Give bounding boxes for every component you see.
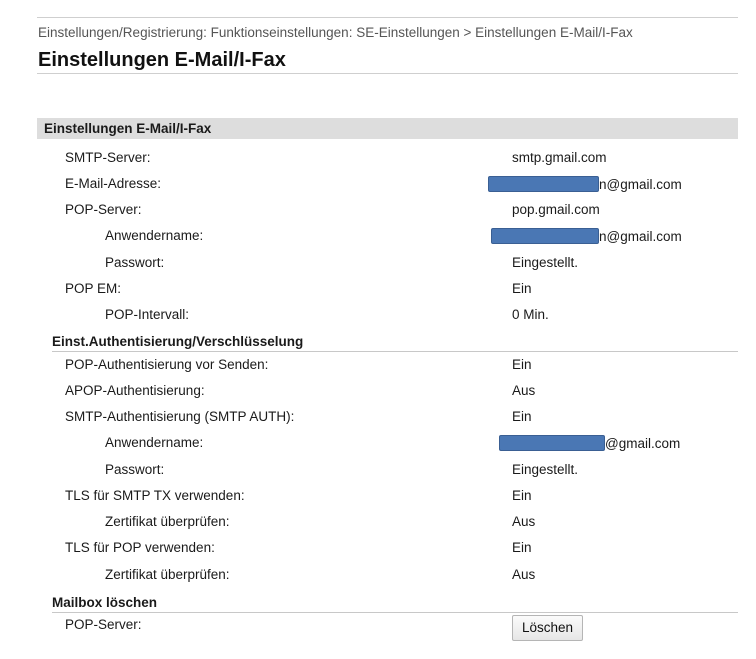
setting-value: Aus (512, 514, 536, 529)
section-header-mailbox-delete: Mailbox löschen (52, 594, 738, 613)
setting-row-smtp-server: SMTP-Server: smtp.gmail.com (0, 150, 756, 176)
redaction-mark (488, 176, 599, 192)
setting-row-pop-username: Anwendername: n@gmail.com (0, 228, 756, 254)
setting-row-tls-smtp: TLS für SMTP TX verwenden: Ein (0, 488, 756, 514)
setting-row-pop-em: POP EM: Ein (0, 281, 756, 307)
setting-label: POP-Authentisierung vor Senden: (65, 357, 269, 372)
setting-row-mailbox-pop-server: POP-Server: (0, 617, 756, 643)
section-header-auth-encryption: Einst.Authentisierung/Verschlüsselung (52, 333, 738, 352)
setting-label: TLS für POP verwenden: (65, 540, 215, 555)
setting-label: POP-Intervall: (105, 307, 190, 322)
setting-value: 0 Min. (512, 307, 549, 322)
redaction-mark (491, 228, 599, 244)
setting-value: Aus (512, 383, 536, 398)
setting-value-redacted: n@gmail.com (491, 228, 682, 244)
redaction-mark (499, 435, 605, 451)
setting-label: POP-Server: (65, 617, 142, 632)
setting-value: pop.gmail.com (512, 202, 600, 217)
setting-value: Ein (512, 540, 532, 555)
setting-value: Ein (512, 409, 532, 424)
setting-label: E-Mail-Adresse: (65, 176, 162, 191)
setting-label: SMTP-Server: (65, 150, 151, 165)
setting-label: POP-Server: (65, 202, 142, 217)
top-divider (37, 17, 738, 18)
breadcrumb: Einstellungen/Registrierung: Funktionsei… (38, 25, 633, 40)
setting-value-redacted: @gmail.com (499, 435, 680, 451)
setting-label: POP EM: (65, 281, 122, 296)
page-title: Einstellungen E-Mail/I-Fax (38, 49, 286, 71)
setting-row-apop: APOP-Authentisierung: Aus (0, 383, 756, 409)
setting-value: Eingestellt. (512, 462, 579, 477)
setting-row-tls-pop-cert: Zertifikat überprüfen: Aus (0, 567, 756, 593)
setting-label: Anwendername: (105, 228, 204, 243)
setting-value: Ein (512, 281, 532, 296)
setting-row-tls-pop: TLS für POP verwenden: Ein (0, 540, 756, 566)
setting-value-redacted: n@gmail.com (488, 176, 682, 192)
setting-value: Eingestellt. (512, 255, 579, 270)
setting-row-smtp-password: Passwort: Eingestellt. (0, 462, 756, 488)
title-divider (37, 73, 738, 74)
setting-row-smtp-username: Anwendername: @gmail.com (0, 435, 756, 461)
setting-label: SMTP-Authentisierung (SMTP AUTH): (65, 409, 295, 424)
setting-label: Passwort: (105, 255, 165, 270)
setting-value: smtp.gmail.com (512, 150, 607, 165)
section-header-email-ifax: Einstellungen E-Mail/I-Fax (37, 118, 738, 139)
setting-row-email-address: E-Mail-Adresse: n@gmail.com (0, 176, 756, 202)
setting-row-smtp-auth: SMTP-Authentisierung (SMTP AUTH): Ein (0, 409, 756, 435)
setting-row-pop-before-send: POP-Authentisierung vor Senden: Ein (0, 357, 756, 383)
setting-label: Zertifikat überprüfen: (105, 514, 230, 529)
setting-value: Ein (512, 488, 532, 503)
setting-label: Anwendername: (105, 435, 204, 450)
email-suffix: n@gmail.com (599, 177, 682, 192)
setting-row-pop-server: POP-Server: pop.gmail.com (0, 202, 756, 228)
setting-label: Zertifikat überprüfen: (105, 567, 230, 582)
setting-row-pop-interval: POP-Intervall: 0 Min. (0, 307, 756, 333)
setting-label: APOP-Authentisierung: (65, 383, 205, 398)
setting-label: TLS für SMTP TX verwenden: (65, 488, 245, 503)
email-suffix: @gmail.com (605, 436, 681, 451)
delete-button[interactable]: Löschen (512, 615, 584, 641)
setting-value: Aus (512, 567, 536, 582)
setting-value: Ein (512, 357, 532, 372)
setting-label: Passwort: (105, 462, 165, 477)
setting-row-tls-smtp-cert: Zertifikat überprüfen: Aus (0, 514, 756, 540)
setting-row-pop-password: Passwort: Eingestellt. (0, 255, 756, 281)
email-suffix: n@gmail.com (599, 229, 682, 244)
